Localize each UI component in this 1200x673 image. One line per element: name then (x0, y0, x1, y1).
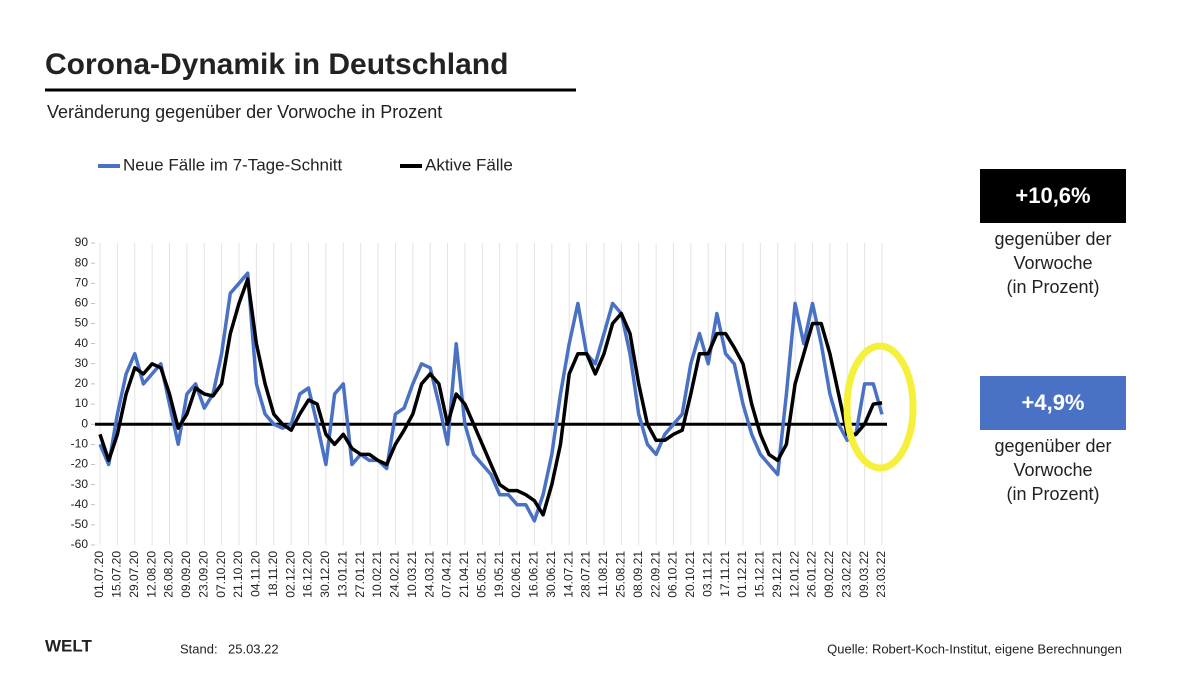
legend: Neue Fälle im 7-Tage-Schnitt Aktive Fälle (98, 155, 513, 174)
x-tick-label: 09.09.20 (179, 551, 193, 598)
x-tick-label: 17.11.21 (718, 551, 732, 597)
x-tick-label: 25.08.21 (614, 551, 628, 598)
stand-date: 25.03.22 (228, 641, 279, 656)
y-tick-label: 70 (75, 275, 89, 289)
x-tick-label: 26.08.20 (162, 551, 176, 598)
x-tick-label: 07.10.20 (214, 551, 228, 598)
x-tick-label: 06.10.21 (666, 551, 680, 598)
y-tick-label: 60 (75, 296, 89, 310)
x-tick-label: 30.12.20 (318, 551, 332, 598)
x-tick-label: 05.05.21 (474, 551, 488, 598)
y-tick-label: 30 (75, 356, 89, 370)
x-tick-label: 29.12.21 (770, 551, 784, 598)
x-tick-label: 02.12.20 (283, 551, 297, 598)
annotation-text: (in Prozent) (1006, 484, 1099, 504)
x-tick-label: 09.03.22 (857, 551, 871, 598)
annotation-text: Vorwoche (1013, 460, 1092, 480)
y-tick-label: 50 (75, 316, 89, 330)
y-tick-label: 90 (75, 235, 89, 249)
annotations: +10,6% gegenüber der Vorwoche (in Prozent) +… (980, 169, 1126, 504)
legend-label: Neue Fälle im 7-Tage-Schnitt (123, 155, 342, 174)
y-tick-label: -40 (71, 497, 89, 511)
x-tick-label: 16.12.20 (301, 551, 315, 598)
x-tick-label: 19.05.21 (492, 551, 506, 598)
grid: -60 -50 -40 -30 -20 -10 0 10 20 30 40 50 60 70 80 90 01.… (71, 235, 889, 598)
annotation-box (980, 376, 1126, 430)
x-tick-label: 12.01.22 (787, 551, 801, 598)
x-tick-label: 01.12.21 (735, 551, 749, 598)
y-tick-label: -10 (71, 437, 89, 451)
chart-title: Corona-Dynamik in Deutschland (45, 48, 508, 81)
source: Quelle: Robert-Koch-Institut, eigene Ber… (827, 641, 1122, 656)
x-tick-label: 10.02.21 (370, 551, 384, 598)
y-tick-label: -60 (71, 537, 89, 551)
x-tick-label: 15.12.21 (753, 551, 767, 598)
y-tick-label: -30 (71, 477, 89, 491)
x-tick-label: 14.07.21 (561, 551, 575, 598)
y-tick-label: 10 (75, 396, 89, 410)
y-tick-label: 80 (75, 255, 89, 269)
x-tick-label: 26.01.22 (805, 551, 819, 598)
x-tick-label: 10.03.21 (405, 551, 419, 598)
series-line (98, 271, 884, 523)
x-tick-label: 04.11.20 (249, 551, 263, 597)
x-tick-label: 18.11.20 (266, 551, 280, 597)
y-tick-label: 20 (75, 376, 89, 390)
plot (98, 271, 884, 523)
annotation-text: gegenüber der (994, 229, 1111, 249)
y-tick-label: 40 (75, 336, 89, 350)
x-tick-label: 29.07.20 (127, 551, 141, 598)
x-tick-label: 15.07.20 (110, 551, 124, 598)
x-tick-label: 11.08.21 (596, 551, 610, 597)
x-tick-label: 28.07.21 (579, 551, 593, 598)
x-tick-label: 07.04.21 (440, 551, 454, 598)
logo: WELT (45, 636, 93, 655)
x-tick-label: 13.01.21 (335, 551, 349, 598)
x-tick-label: 01.07.20 (92, 551, 106, 598)
series-line (98, 277, 883, 517)
legend-label: Aktive Fälle (425, 155, 513, 174)
x-tick-label: 21.10.20 (231, 551, 245, 598)
y-tick-label: 0 (81, 416, 88, 430)
x-tick-label: 27.01.21 (353, 551, 367, 598)
x-tick-label: 23.03.22 (874, 551, 888, 598)
x-tick-label: 03.11.21 (700, 551, 714, 597)
annotation-value: +4,9% (1022, 390, 1085, 415)
x-tick-label: 30.06.21 (544, 551, 558, 598)
annotation-text: (in Prozent) (1006, 277, 1099, 297)
x-tick-label: 09.02.22 (822, 551, 836, 598)
x-tick-label: 23.02.22 (839, 551, 853, 598)
annotation-box (980, 169, 1126, 223)
x-tick-label: 23.09.20 (196, 551, 210, 598)
x-tick-label: 16.06.21 (527, 551, 541, 598)
x-tick-label: 20.10.21 (683, 551, 697, 598)
subtitle: Veränderung gegenüber der Vorwoche in Pr… (47, 102, 442, 122)
x-tick-label: 12.08.20 (144, 551, 158, 598)
stand-label: Stand: (180, 641, 218, 656)
y-tick-label: -50 (71, 517, 89, 531)
x-tick-label: 22.09.21 (648, 551, 662, 598)
annotation-value: +10,6% (1015, 183, 1090, 208)
x-tick-label: 08.09.21 (631, 551, 645, 598)
x-tick-label: 24.02.21 (388, 551, 402, 598)
annotation-text: Vorwoche (1013, 253, 1092, 273)
x-tick-label: 24.03.21 (422, 551, 436, 598)
highlight-ellipse (843, 342, 917, 472)
x-tick-label: 02.06.21 (509, 551, 523, 598)
y-tick-label: -20 (71, 457, 89, 471)
x-tick-label: 21.04.21 (457, 551, 471, 598)
annotation-text: gegenüber der (994, 436, 1111, 456)
